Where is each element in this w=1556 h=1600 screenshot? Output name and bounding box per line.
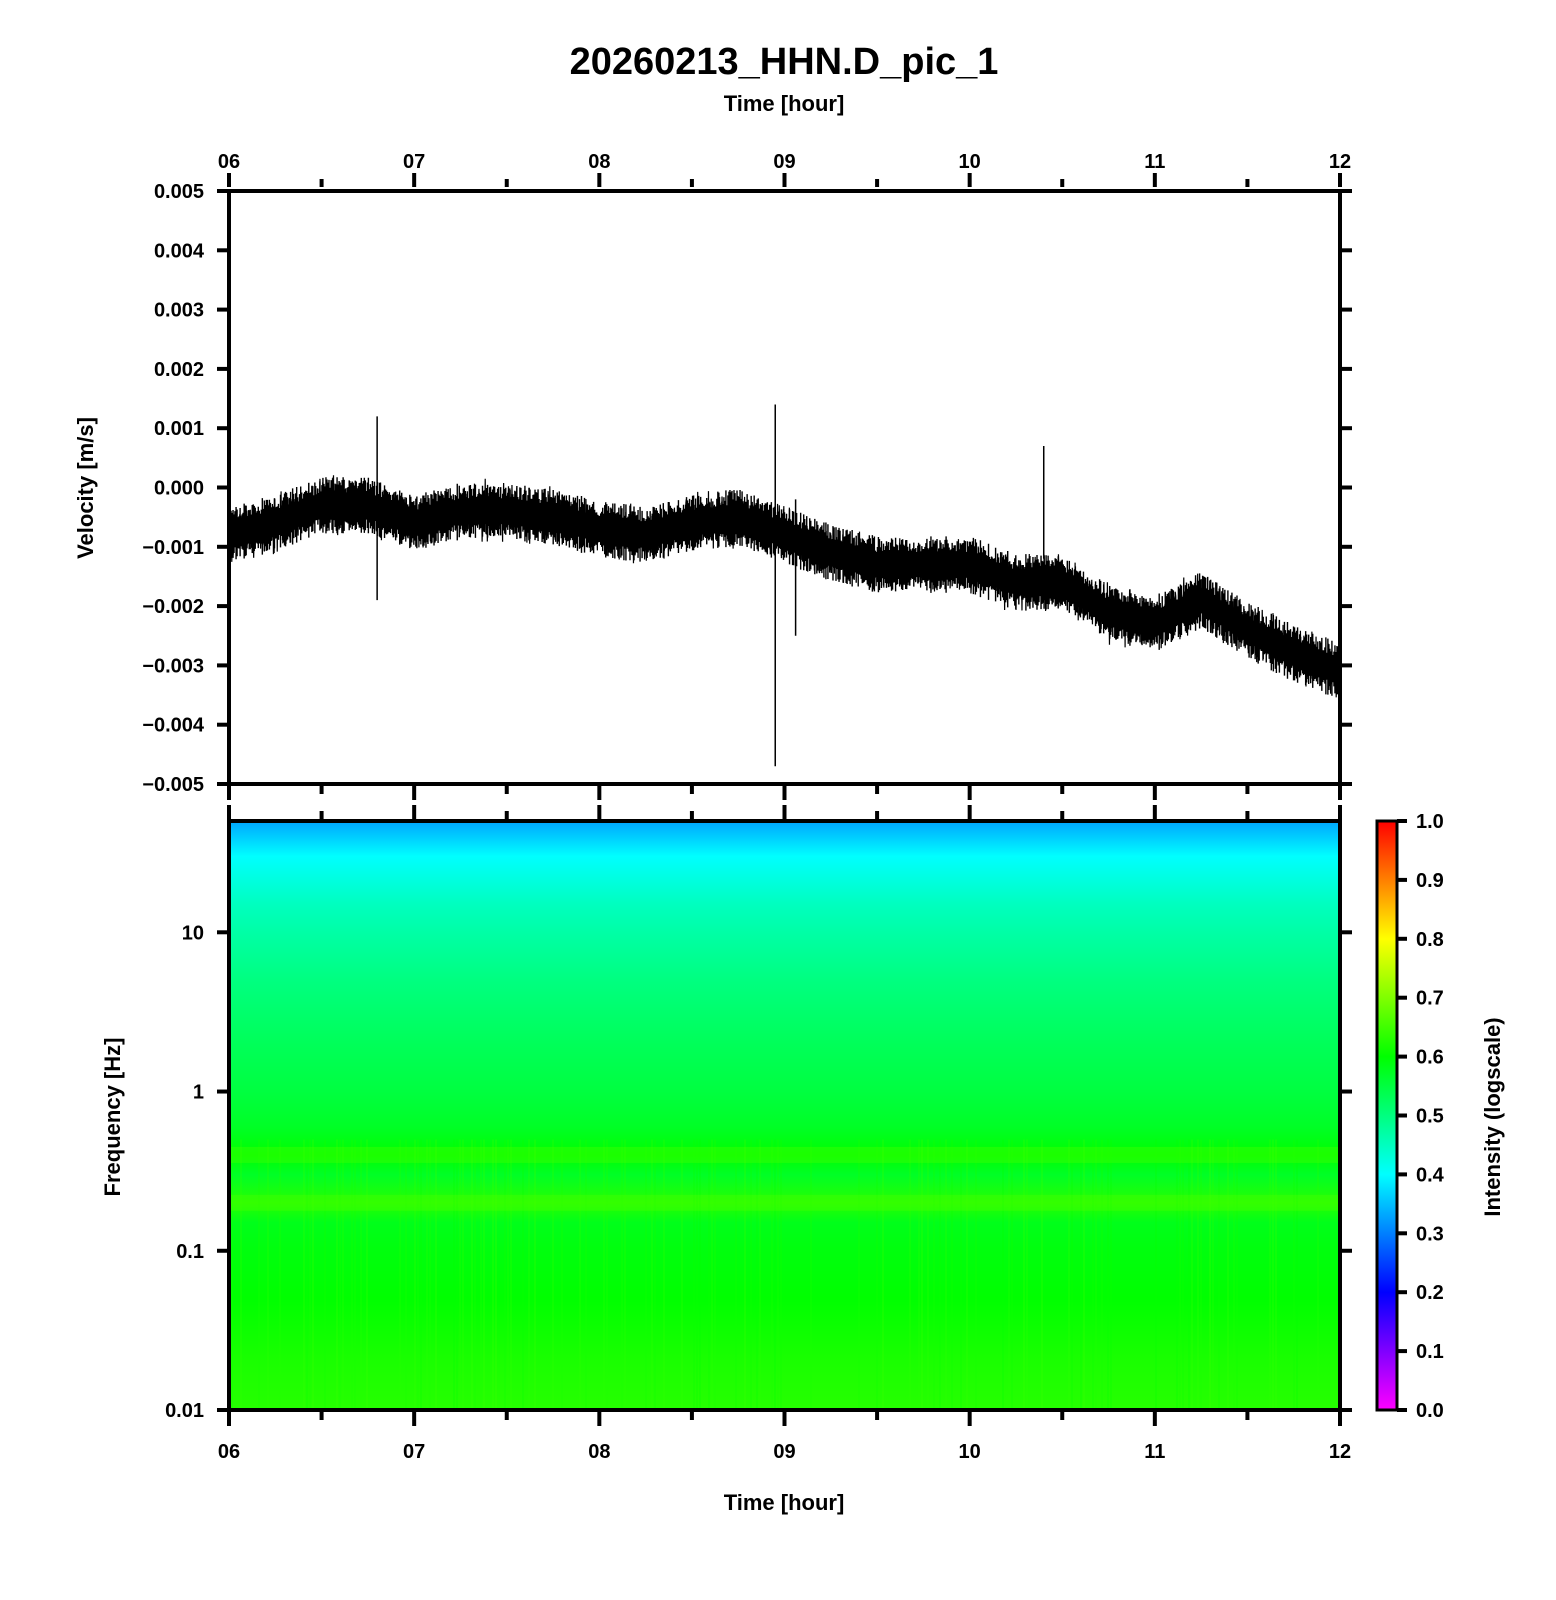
velocity-tick-label: −0.005	[142, 774, 204, 796]
spectrogram-texture	[229, 1139, 1340, 1410]
colorbar-tick-label: 1.0	[1416, 811, 1444, 833]
velocity-tick-label: 0.001	[154, 418, 204, 440]
colorbar-tick-label: 0.2	[1416, 1282, 1444, 1304]
frequency-tick-label: 10	[182, 922, 204, 944]
top-time-tick-label: 06	[218, 151, 240, 173]
colorbar-tick-label: 0.1	[1416, 1341, 1444, 1363]
bottom-time-tick-label: 10	[959, 1441, 981, 1463]
colorbar-tick-label: 0.3	[1416, 1223, 1444, 1245]
chart-title: 20260213_HHN.D_pic_1	[570, 41, 999, 83]
colorbar-tick-label: 0.0	[1416, 1400, 1444, 1422]
bottom-time-tick-label: 07	[403, 1441, 425, 1463]
colorbar-tick-label: 0.6	[1416, 1047, 1444, 1069]
spectrogram-y-axis-label: Frequency [Hz]	[100, 1038, 125, 1197]
colorbar-tick-label: 0.9	[1416, 870, 1444, 892]
waveform-y-axis-label: Velocity [m/s]	[73, 417, 98, 559]
waveform-panel	[229, 404, 1340, 767]
colorbar-label: Intensity (logscale)	[1480, 1017, 1505, 1216]
top-time-tick-label: 07	[403, 151, 425, 173]
top-time-tick-label: 10	[959, 151, 981, 173]
spectrogram-image	[229, 821, 1340, 1410]
velocity-tick-label: −0.004	[142, 715, 205, 737]
velocity-tick-label: −0.001	[142, 537, 204, 559]
velocity-tick-label: 0.003	[154, 300, 204, 322]
velocity-tick-label: 0.000	[154, 478, 204, 500]
colorbar-gradient	[1375, 819, 1399, 1412]
waveform-frame	[227, 189, 1342, 786]
spectrogram-band	[229, 1146, 1340, 1163]
velocity-tick-label: 0.002	[154, 359, 204, 381]
spectrogram-panel	[229, 821, 1340, 1410]
top-axis-label: Time [hour]	[724, 91, 845, 116]
bottom-time-tick-label: 12	[1329, 1441, 1351, 1463]
colorbar-tick-label: 0.4	[1416, 1164, 1445, 1186]
colorbar	[1375, 819, 1399, 1412]
colorbar-tick-label: 0.7	[1416, 988, 1444, 1010]
frequency-tick-label: 0.1	[176, 1241, 204, 1263]
bottom-time-tick-label: 09	[773, 1441, 795, 1463]
waveform-core	[229, 477, 1340, 700]
axes: 06 06 07 07 08 08 09 09 10 10 11 11 12 12 0.005 0.004 0.…	[142, 151, 1444, 1463]
bottom-time-tick-label: 06	[218, 1441, 240, 1463]
velocity-tick-label: −0.003	[142, 655, 204, 677]
bottom-time-tick-label: 08	[588, 1441, 610, 1463]
colorbar-tick-label: 0.5	[1416, 1106, 1444, 1128]
spectrogram-band	[229, 1194, 1340, 1211]
bottom-time-tick-label: 11	[1144, 1441, 1165, 1463]
spectrogram-frame	[227, 819, 1342, 1412]
top-time-tick-label: 12	[1329, 151, 1351, 173]
frequency-tick-label: 0.01	[165, 1400, 204, 1422]
waveform-trace	[229, 404, 1340, 767]
frequency-tick-label: 1	[193, 1082, 204, 1104]
bottom-axis-label: Time [hour]	[724, 1490, 845, 1515]
colorbar-tick-label: 0.8	[1416, 929, 1444, 951]
top-time-tick-label: 11	[1144, 151, 1165, 173]
top-time-tick-label: 09	[773, 151, 795, 173]
velocity-tick-label: 0.004	[154, 240, 205, 262]
velocity-tick-label: −0.002	[142, 596, 204, 618]
top-time-tick-label: 08	[588, 151, 610, 173]
velocity-tick-label: 0.005	[154, 181, 204, 203]
